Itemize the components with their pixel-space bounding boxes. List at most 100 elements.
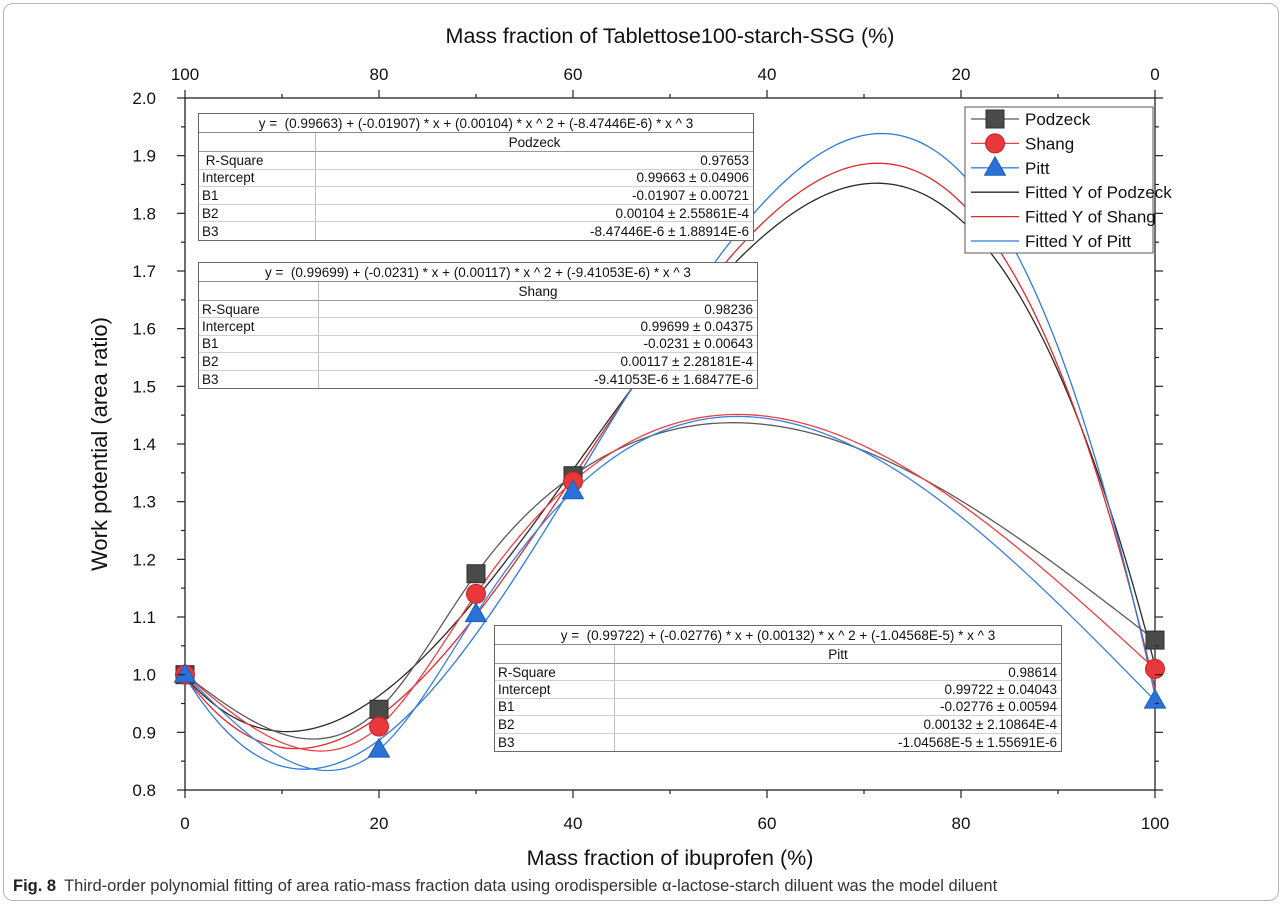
- param-value: 0.99722 ± 0.04043: [615, 681, 1061, 699]
- legend-label: Fitted Y of Pitt: [1025, 232, 1131, 251]
- param-value: 0.00117 ± 2.28181E-4: [319, 353, 757, 371]
- top-tick-label: 60: [564, 65, 583, 84]
- param-label: B1: [199, 187, 316, 205]
- param-value: 0.98236: [319, 301, 757, 319]
- series-line-podzeck: [185, 422, 1155, 740]
- top-axis-title: Mass fraction of Tablettose100-starch-SS…: [446, 24, 895, 48]
- param-value: -8.47446E-6 ± 1.88914E-6: [589, 223, 749, 239]
- param-label: Intercept: [495, 681, 615, 699]
- fit-table-shang: y = (0.99699) + (-0.0231) * x + (0.00117…: [198, 262, 758, 389]
- y-tick-label: 1.1: [132, 608, 156, 627]
- x-tick-label: 20: [370, 814, 389, 833]
- data-markers: [173, 466, 1167, 758]
- param-value: 0.00132 ± 2.10864E-4: [615, 716, 1061, 734]
- legend-label: Shang: [1025, 134, 1074, 153]
- top-tick-label: 80: [370, 65, 389, 84]
- param-label: B1: [495, 698, 615, 717]
- param-label: B2: [495, 716, 615, 734]
- fit-table-pitt: y = (0.99722) + (-0.02776) * x + (0.0013…: [494, 625, 1062, 752]
- table-title: Pitt: [615, 645, 1061, 664]
- param-value: -0.01907 ± 0.00721: [316, 187, 753, 205]
- top-tick-label: 100: [171, 65, 199, 84]
- param-label: R-Square: [495, 664, 615, 682]
- param-value: -0.0231 ± 0.00643: [319, 336, 757, 354]
- param-value: -0.02776 ± 0.00594: [615, 699, 1061, 717]
- legend-marker-pitt: [983, 155, 1007, 176]
- figure-border: [3, 3, 1279, 901]
- legend-item: Pitt: [971, 155, 1050, 178]
- param-value: -9.41053E-6 ± 1.68477E-6: [593, 371, 753, 387]
- y-axis-title: Work potential (area ratio): [87, 317, 112, 571]
- y-tick-label: 1.0: [132, 666, 156, 685]
- legend-label: Podzeck: [1025, 110, 1091, 129]
- param-label: R-Square: [199, 301, 319, 319]
- legend-item: Fitted Y of Shang: [971, 208, 1156, 227]
- data-point-podzeck: [1145, 630, 1165, 650]
- data-point-pitt: [173, 662, 197, 683]
- data-point-shang: [369, 716, 389, 737]
- legend-label: Fitted Y of Shang: [1025, 208, 1156, 227]
- fit-equation: y = (0.99722) + (-0.02776) * x + (0.0013…: [495, 626, 1061, 645]
- param-label: B2: [199, 353, 319, 371]
- legend-item: Podzeck: [971, 109, 1091, 129]
- data-point-pitt: [367, 737, 391, 758]
- param-value: -1.04568E-5 ± 1.55691E-6: [897, 734, 1057, 750]
- param-value: 0.00104 ± 2.55861E-4: [316, 205, 753, 223]
- y-tick-label: 0.8: [132, 781, 156, 800]
- param-value: 0.98614: [615, 664, 1061, 682]
- x-tick-label: 40: [564, 814, 583, 833]
- data-point-pitt: [561, 479, 585, 500]
- top-tick-label: 0: [1150, 65, 1159, 84]
- table-title: Shang: [319, 282, 757, 301]
- param-label: B3: [199, 370, 319, 388]
- series-line-pitt: [185, 415, 1155, 772]
- data-point-pitt: [464, 602, 488, 623]
- y-tick-label: 1.3: [132, 493, 156, 512]
- y-tick-label: 1.4: [132, 435, 156, 454]
- legend-item: Fitted Y of Podzeck: [971, 183, 1172, 202]
- x-axis-title: Mass fraction of ibuprofen (%): [527, 846, 814, 870]
- legend-marker-podzeck: [985, 109, 1005, 129]
- axis-ticks: 0 20 40 60 80 100 100 80 60 40 20 0 0.8 0.9 1.0 1.1 1.2 1…: [132, 65, 1169, 833]
- table-title: Podzeck: [316, 133, 753, 152]
- data-point-shang: [1145, 658, 1165, 679]
- param-label: B3: [495, 733, 615, 751]
- y-tick-label: 1.2: [132, 550, 156, 569]
- y-tick-label: 2.0: [132, 89, 156, 108]
- y-tick-label: 1.8: [132, 204, 156, 223]
- param-label: B1: [199, 335, 319, 354]
- legend-item: Fitted Y of Pitt: [971, 232, 1131, 251]
- figure-caption: Fig. 8 Third-order polynomial fitting of …: [13, 877, 997, 896]
- legend-marker-shang: [985, 133, 1005, 154]
- top-tick-label: 20: [952, 65, 971, 84]
- param-label: Intercept: [199, 169, 316, 188]
- table-header-blank: [199, 282, 319, 301]
- fit-equation: y = (0.99663) + (-0.01907) * x + (0.0010…: [199, 114, 753, 133]
- caption-text: Third-order polynomial fitting of area r…: [64, 877, 998, 895]
- fit-table-podzeck: y = (0.99663) + (-0.01907) * x + (0.0010…: [198, 113, 754, 241]
- param-label: R-Square: [199, 152, 316, 170]
- y-tick-label: 1.6: [132, 320, 156, 339]
- x-tick-label: 0: [180, 814, 189, 833]
- x-tick-label: 60: [758, 814, 777, 833]
- param-value: 0.99699 ± 0.04375: [319, 318, 757, 336]
- top-tick-label: 40: [758, 65, 777, 84]
- legend-box: [964, 106, 1154, 254]
- series-line-shang: [185, 413, 1155, 752]
- y-tick-label: 1.9: [132, 147, 156, 166]
- fit-equation: y = (0.99699) + (-0.0231) * x + (0.00117…: [199, 263, 757, 282]
- y-tick-label: 1.7: [132, 262, 156, 281]
- data-point-podzeck: [466, 564, 486, 584]
- x-tick-label: 80: [952, 814, 971, 833]
- param-value: 0.99663 ± 0.04906: [316, 170, 753, 188]
- table-header-blank: [199, 133, 316, 152]
- param-value: 0.97653: [316, 152, 753, 170]
- legend-label: Fitted Y of Podzeck: [1025, 183, 1172, 202]
- y-tick-label: 1.5: [132, 377, 156, 396]
- param-label: B3: [199, 222, 316, 240]
- param-label: Intercept: [199, 318, 319, 336]
- y-tick-label: 0.9: [132, 723, 156, 742]
- table-header-blank: [495, 645, 615, 664]
